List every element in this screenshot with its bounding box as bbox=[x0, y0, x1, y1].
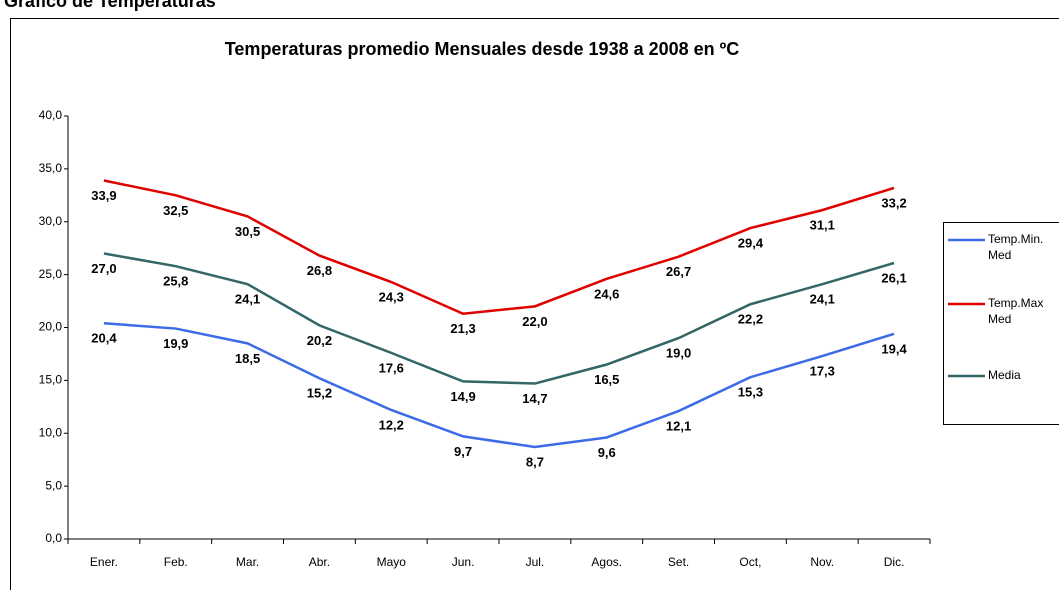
series-line bbox=[103, 322, 895, 449]
y-tick-label: 10,0 bbox=[39, 425, 63, 439]
data-label: 19,4 bbox=[881, 341, 907, 356]
data-label: 15,3 bbox=[738, 385, 763, 400]
data-label: 9,7 bbox=[454, 444, 472, 459]
data-label: 14,9 bbox=[450, 389, 475, 404]
y-tick-label: 20,0 bbox=[39, 320, 63, 334]
data-label: 26,7 bbox=[666, 264, 691, 279]
chart-frame bbox=[10, 18, 1059, 590]
data-label: 24,1 bbox=[235, 292, 260, 307]
x-tick-label: Oct, bbox=[739, 555, 761, 569]
series-line bbox=[103, 179, 895, 316]
y-tick-label: 25,0 bbox=[39, 267, 63, 281]
data-label: 9,6 bbox=[598, 445, 616, 460]
x-tick-label: Ener. bbox=[90, 555, 118, 569]
data-label: 22,0 bbox=[522, 314, 547, 329]
y-tick-label: 35,0 bbox=[39, 161, 63, 175]
page-title: Gráfico de Temperaturas bbox=[4, 0, 216, 11]
x-tick-label: Agos. bbox=[591, 555, 622, 569]
data-label: 32,5 bbox=[163, 203, 188, 218]
legend bbox=[943, 222, 1059, 425]
data-label: 12,2 bbox=[379, 417, 404, 432]
y-tick-label: 40,0 bbox=[39, 108, 63, 122]
x-tick-label: Set. bbox=[668, 555, 689, 569]
data-label: 25,8 bbox=[163, 274, 188, 289]
x-tick-label: Mayo bbox=[377, 555, 407, 569]
data-label: 12,1 bbox=[666, 418, 691, 433]
data-label: 26,1 bbox=[881, 270, 906, 285]
x-tick-label: Jul. bbox=[526, 555, 545, 569]
y-tick-label: 15,0 bbox=[39, 373, 63, 387]
x-tick-label: Abr. bbox=[309, 555, 330, 569]
data-label: 20,2 bbox=[307, 333, 332, 348]
data-label: 26,8 bbox=[307, 263, 332, 278]
data-label: 17,3 bbox=[810, 363, 835, 378]
y-tick-label: 30,0 bbox=[39, 214, 63, 228]
legend-label: Temp.Min. Med bbox=[988, 232, 1043, 262]
data-label: 15,2 bbox=[307, 386, 332, 401]
x-tick-label: Jun. bbox=[452, 555, 475, 569]
chart-title: Temperaturas promedio Mensuales desde 19… bbox=[225, 39, 739, 59]
data-label: 8,7 bbox=[526, 454, 544, 469]
data-label: 29,4 bbox=[738, 236, 764, 251]
data-label: 24,1 bbox=[810, 292, 835, 307]
data-label: 24,3 bbox=[379, 289, 404, 304]
data-label: 19,9 bbox=[163, 336, 188, 351]
data-label: 16,5 bbox=[594, 372, 619, 387]
x-tick-label: Dic. bbox=[884, 555, 905, 569]
data-label: 31,1 bbox=[810, 218, 835, 233]
data-label: 22,2 bbox=[738, 312, 763, 327]
data-label: 14,7 bbox=[522, 391, 547, 406]
data-label: 27,0 bbox=[91, 261, 116, 276]
data-label: 18,5 bbox=[235, 351, 260, 366]
data-label: 21,3 bbox=[450, 321, 475, 336]
y-tick-label: 5,0 bbox=[45, 478, 62, 492]
legend-label: Temp.Max Med bbox=[988, 296, 1043, 326]
data-label: 20,4 bbox=[91, 331, 117, 346]
x-tick-label: Mar. bbox=[236, 555, 259, 569]
series-line bbox=[103, 252, 895, 385]
x-tick-label: Nov. bbox=[810, 555, 834, 569]
data-label: 30,5 bbox=[235, 224, 260, 239]
data-label: 33,9 bbox=[91, 188, 116, 203]
data-label: 19,0 bbox=[666, 346, 691, 361]
y-tick-label: 0,0 bbox=[45, 531, 62, 545]
data-label: 17,6 bbox=[379, 360, 404, 375]
data-label: 24,6 bbox=[594, 286, 619, 301]
x-tick-label: Feb. bbox=[164, 555, 188, 569]
legend-label: Media bbox=[988, 368, 1021, 382]
data-label: 33,2 bbox=[881, 195, 906, 210]
